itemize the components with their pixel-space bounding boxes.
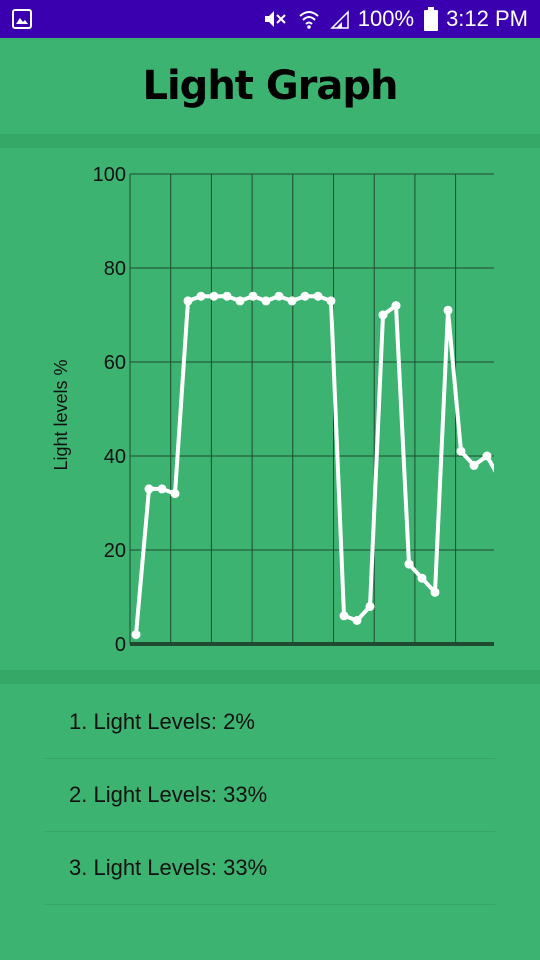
light-levels-list: 1. Light Levels: 2% 2. Light Levels: 33%… (45, 686, 495, 905)
light-level-series (131, 291, 505, 640)
signal-icon (329, 9, 350, 29)
chart-grid (129, 173, 494, 646)
light-chart-svg: 0 20 40 60 80 100 Light levels % (51, 164, 505, 656)
divider-bottom (0, 670, 540, 684)
data-point (274, 291, 284, 301)
mute-icon (262, 8, 288, 30)
data-point (144, 484, 154, 494)
data-point (469, 460, 479, 470)
data-point (352, 616, 362, 625)
light-chart: 0 20 40 60 80 100 Light levels % (0, 148, 540, 670)
data-point (404, 559, 414, 569)
data-point (157, 484, 167, 494)
battery-percent: 100% (357, 6, 415, 31)
y-tick-label: 80 (104, 258, 126, 280)
data-point (326, 296, 336, 306)
y-tick-labels: 0 20 40 60 80 100 (93, 164, 126, 656)
data-point (482, 451, 492, 461)
data-point (443, 305, 453, 315)
page-title: Light Graph (142, 63, 398, 109)
y-tick-label: 20 (104, 540, 126, 562)
list-item[interactable]: 1. Light Levels: 2% (45, 686, 495, 759)
data-point (313, 291, 323, 301)
clock: 3:12 PM (446, 6, 528, 31)
y-tick-label: 100 (93, 164, 126, 186)
list-item-label: 3. Light Levels: 33% (69, 855, 268, 880)
data-point (261, 296, 271, 306)
data-point (430, 587, 440, 597)
list-item[interactable]: 2. Light Levels: 33% (45, 759, 495, 832)
list-item-label: 2. Light Levels: 33% (69, 782, 268, 807)
data-point (365, 601, 375, 611)
data-point (196, 291, 206, 301)
data-point (248, 291, 258, 301)
data-point (300, 291, 310, 301)
wifi-icon (298, 8, 320, 30)
status-bar: 100% 3:12 PM (0, 0, 540, 38)
data-point (339, 611, 349, 621)
list-item-label: 1. Light Levels: 2% (69, 709, 255, 734)
divider-top (0, 134, 540, 148)
data-point (287, 296, 297, 306)
series-line (134, 294, 494, 635)
data-point (378, 310, 388, 320)
data-point (417, 573, 427, 583)
series-group (131, 291, 505, 640)
data-point (456, 446, 466, 456)
app-header: Light Graph (0, 38, 540, 134)
data-point (131, 630, 141, 640)
image-icon (12, 9, 32, 34)
battery-icon (424, 7, 439, 31)
list-item[interactable]: 3. Light Levels: 33% (45, 832, 495, 905)
y-tick-label: 60 (104, 352, 126, 374)
data-point (391, 301, 401, 311)
data-point (170, 489, 180, 499)
data-point (235, 296, 245, 306)
data-point (209, 291, 219, 301)
data-point (496, 475, 505, 484)
y-axis-label: Light levels % (51, 359, 71, 470)
y-tick-label: 40 (104, 446, 126, 468)
data-point (183, 296, 193, 306)
data-point (222, 291, 232, 301)
y-tick-label: 0 (115, 634, 126, 656)
